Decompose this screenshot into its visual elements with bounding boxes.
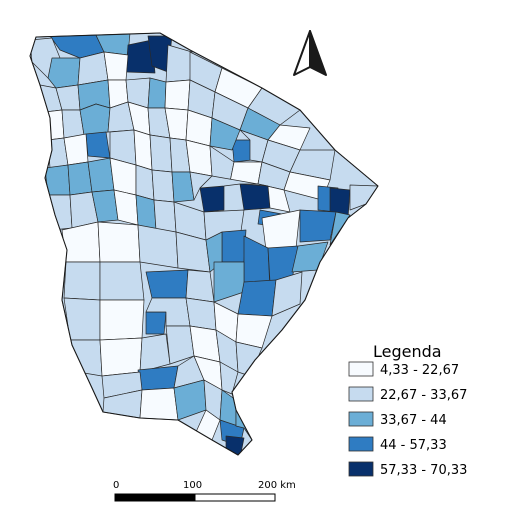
municipality: [99, 299, 145, 341]
municipality: [99, 337, 143, 377]
legend-label: 4,33 - 22,67: [380, 363, 459, 378]
legend-swatch: [348, 461, 374, 477]
municipality: [165, 44, 193, 83]
municipality: [239, 129, 269, 163]
scale-bar: 0 100 200 km: [113, 480, 296, 502]
municipality: [185, 297, 217, 331]
legend-swatch: [348, 386, 374, 402]
municipality: [153, 199, 177, 233]
municipality: [63, 133, 89, 166]
municipality: [271, 271, 303, 317]
municipality: [225, 435, 245, 455]
municipality: [139, 387, 179, 421]
municipality: [235, 341, 263, 377]
municipality: [135, 164, 155, 201]
municipality: [199, 175, 259, 189]
legend-swatch: [348, 436, 374, 452]
municipality: [137, 224, 179, 269]
municipality: [164, 79, 191, 111]
municipality: [237, 279, 277, 317]
municipality: [137, 365, 179, 391]
legend-title: Legenda: [373, 342, 442, 361]
legend-label: 22,67 - 33,67: [380, 388, 467, 403]
municipality: [63, 261, 101, 301]
legend-swatch: [348, 411, 374, 427]
municipality: [47, 57, 81, 89]
legend-item: 22,67 - 33,67: [348, 386, 467, 403]
state-outline: [29, 32, 379, 456]
municipality: [47, 194, 73, 231]
legend-label: 33,67 - 44: [380, 413, 447, 428]
municipality: [97, 221, 141, 263]
municipality: [87, 157, 115, 193]
municipality: [145, 311, 167, 335]
legend-item: 57,33 - 70,33: [348, 461, 467, 478]
legend-label: 44 - 57,33: [380, 438, 447, 453]
municipality: [149, 134, 173, 173]
municipality: [299, 209, 337, 243]
choropleth-map: [29, 32, 379, 456]
north-arrow-icon: [293, 30, 327, 76]
municipality: [85, 131, 111, 159]
municipality: [79, 103, 111, 136]
legend-items: 4,33 - 22,67 22,67 - 33,67 33,67 - 44 44 - …: [348, 361, 467, 478]
legend-swatch: [348, 361, 374, 377]
municipality: [145, 269, 189, 299]
municipality: [151, 169, 175, 203]
municipality: [221, 229, 247, 263]
municipality: [44, 109, 65, 141]
legend-label: 57,33 - 70,33: [380, 463, 467, 478]
legend-item: 44 - 57,33: [348, 436, 447, 453]
municipality: [185, 139, 213, 177]
legend-item: 33,67 - 44: [348, 411, 447, 428]
legend: Legenda 4,33 - 22,67 22,67 - 33,67 33,67 -…: [348, 342, 467, 478]
municipality: [185, 269, 215, 303]
municipality: [257, 183, 291, 213]
municipality: [69, 339, 103, 377]
scale-label-0: 0: [113, 480, 119, 491]
municipality: [103, 51, 129, 81]
municipality: [133, 129, 153, 171]
municipality: [99, 261, 145, 301]
scale-label-100: 100: [183, 480, 202, 491]
scale-label-200km: 200 km: [258, 480, 296, 491]
municipality: [135, 194, 157, 231]
scale-bar-segment-black: [114, 493, 196, 502]
municipality: [147, 77, 167, 109]
municipality: [209, 117, 241, 151]
municipality: [199, 185, 225, 213]
legend-item: 4,33 - 22,67: [348, 361, 459, 378]
scale-bar-segment-white: [194, 493, 276, 502]
municipality: [239, 183, 271, 211]
